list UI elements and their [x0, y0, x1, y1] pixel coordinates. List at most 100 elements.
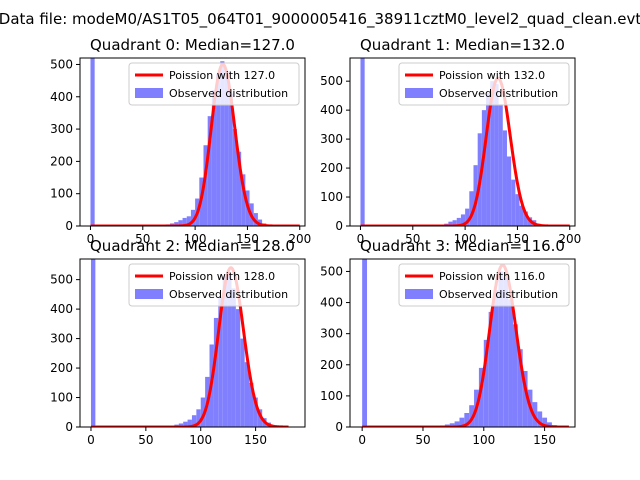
histogram-bar	[506, 156, 512, 226]
x-tick-label: 50	[135, 232, 150, 246]
y-tick-label: 500	[320, 74, 343, 88]
x-tick-label: 100	[184, 232, 207, 246]
legend-box	[128, 62, 300, 106]
y-tick-label: 300	[50, 122, 73, 136]
histogram-bar	[490, 81, 495, 226]
y-tick-label: 200	[50, 154, 73, 168]
legend-box	[398, 263, 570, 307]
legend-bar-swatch	[405, 289, 433, 299]
histogram-bar	[494, 84, 499, 226]
histogram-bar	[481, 110, 487, 226]
legend-label-poisson: Poission with 116.0	[439, 270, 545, 283]
histogram-bar	[519, 205, 524, 226]
histogram-bar	[469, 191, 474, 226]
x-tick-label: 0	[87, 433, 95, 447]
axes-frame	[79, 57, 306, 227]
histogram-bar	[512, 324, 518, 427]
histogram-bar	[517, 349, 523, 427]
histogram-bar	[473, 165, 478, 226]
legend-bar-swatch	[135, 289, 163, 299]
histogram-bar	[196, 409, 201, 427]
histogram-bar	[469, 405, 475, 427]
histogram-bar	[464, 413, 470, 427]
histogram-bar	[90, 58, 95, 226]
y-tick-label: 0	[335, 219, 343, 233]
histogram-bar	[216, 74, 221, 226]
histogram-bar	[547, 422, 552, 427]
x-tick-label: 0	[357, 232, 365, 246]
histogram-bar	[200, 397, 206, 427]
histogram-bar	[224, 70, 229, 226]
legend: Poission with 127.0 Observed distribution	[128, 62, 300, 106]
histogram-bar	[257, 409, 263, 427]
legend: Poission with 128.0 Observed distribution	[128, 263, 300, 307]
y-tick-label: 200	[320, 358, 343, 372]
axes-frame	[79, 258, 306, 428]
legend-label-observed: Observed distribution	[169, 288, 288, 301]
histogram-bar	[454, 421, 460, 427]
plot-area	[361, 259, 570, 427]
x-tick-label: 150	[533, 433, 556, 447]
histogram-bar	[231, 288, 236, 427]
x-tick-label: 150	[244, 433, 267, 447]
histogram-bar	[486, 92, 491, 226]
histogram-bar	[488, 311, 494, 427]
histogram-bar	[456, 217, 461, 226]
histogram-bar	[449, 423, 455, 427]
panel-1: 0 50 100 150 200 0 100 200 300 400 500 Quadrant 1: …	[320, 36, 581, 246]
histogram-bar	[465, 208, 470, 226]
x-tick-label: 150	[506, 232, 529, 246]
poisson-curve	[359, 76, 571, 226]
legend-label-poisson: Poission with 127.0	[169, 69, 275, 82]
histogram-bar	[460, 214, 466, 226]
histogram-bar	[498, 104, 503, 226]
histogram-bar	[213, 317, 219, 427]
y-tick-label: 100	[320, 389, 343, 403]
histogram-bar	[211, 90, 217, 226]
x-tick-label: 200	[558, 232, 581, 246]
histogram-bar	[249, 382, 254, 427]
figure-suptitle: Data file: modeM0/AS1T05_064T01_90000054…	[0, 10, 640, 29]
histogram-bar	[522, 371, 528, 427]
y-tick-label: 500	[50, 273, 73, 287]
histogram-bar	[187, 419, 192, 427]
y-tick-label: 0	[335, 420, 343, 434]
y-tick-label: 400	[320, 103, 343, 117]
y-tick-label: 0	[65, 420, 73, 434]
legend: Poission with 132.0 Observed distribution	[398, 62, 570, 106]
histogram-bar	[511, 179, 516, 226]
legend-label-poisson: Poission with 128.0	[169, 270, 275, 283]
histogram-bar	[186, 216, 191, 226]
histogram-bar	[240, 338, 245, 427]
legend-box	[128, 263, 300, 307]
axes-frame	[349, 57, 576, 227]
plot-area	[89, 58, 301, 226]
y-tick-label: 100	[50, 187, 73, 201]
x-tick-label: 50	[138, 433, 153, 447]
y-tick-label: 100	[320, 190, 343, 204]
histogram-bar	[218, 297, 223, 427]
x-tick-label: 50	[405, 232, 420, 246]
histogram-bar	[220, 61, 225, 226]
histogram-bar	[228, 93, 233, 226]
histogram-bar	[236, 151, 242, 226]
histogram-bar	[498, 271, 504, 427]
legend-label-observed: Observed distribution	[439, 87, 558, 100]
y-tick-label: 400	[320, 296, 343, 310]
x-tick-label: 200	[288, 232, 311, 246]
y-tick-label: 200	[50, 361, 73, 375]
histogram-bar	[503, 277, 509, 427]
plot-area	[89, 259, 290, 427]
histogram-bar	[362, 259, 368, 427]
panel-2: 0 50 100 150 0 100 200 300 400 500 Quadrant 2: Med…	[50, 237, 306, 447]
y-tick-label: 100	[50, 391, 73, 405]
y-tick-label: 300	[320, 132, 343, 146]
histogram-bar	[508, 299, 513, 427]
histogram-bar	[244, 362, 250, 427]
histogram-bar	[360, 58, 365, 226]
poisson-curve	[89, 62, 301, 226]
legend-box	[398, 62, 570, 106]
y-tick-label: 400	[50, 302, 73, 316]
poisson-curve	[361, 263, 570, 427]
